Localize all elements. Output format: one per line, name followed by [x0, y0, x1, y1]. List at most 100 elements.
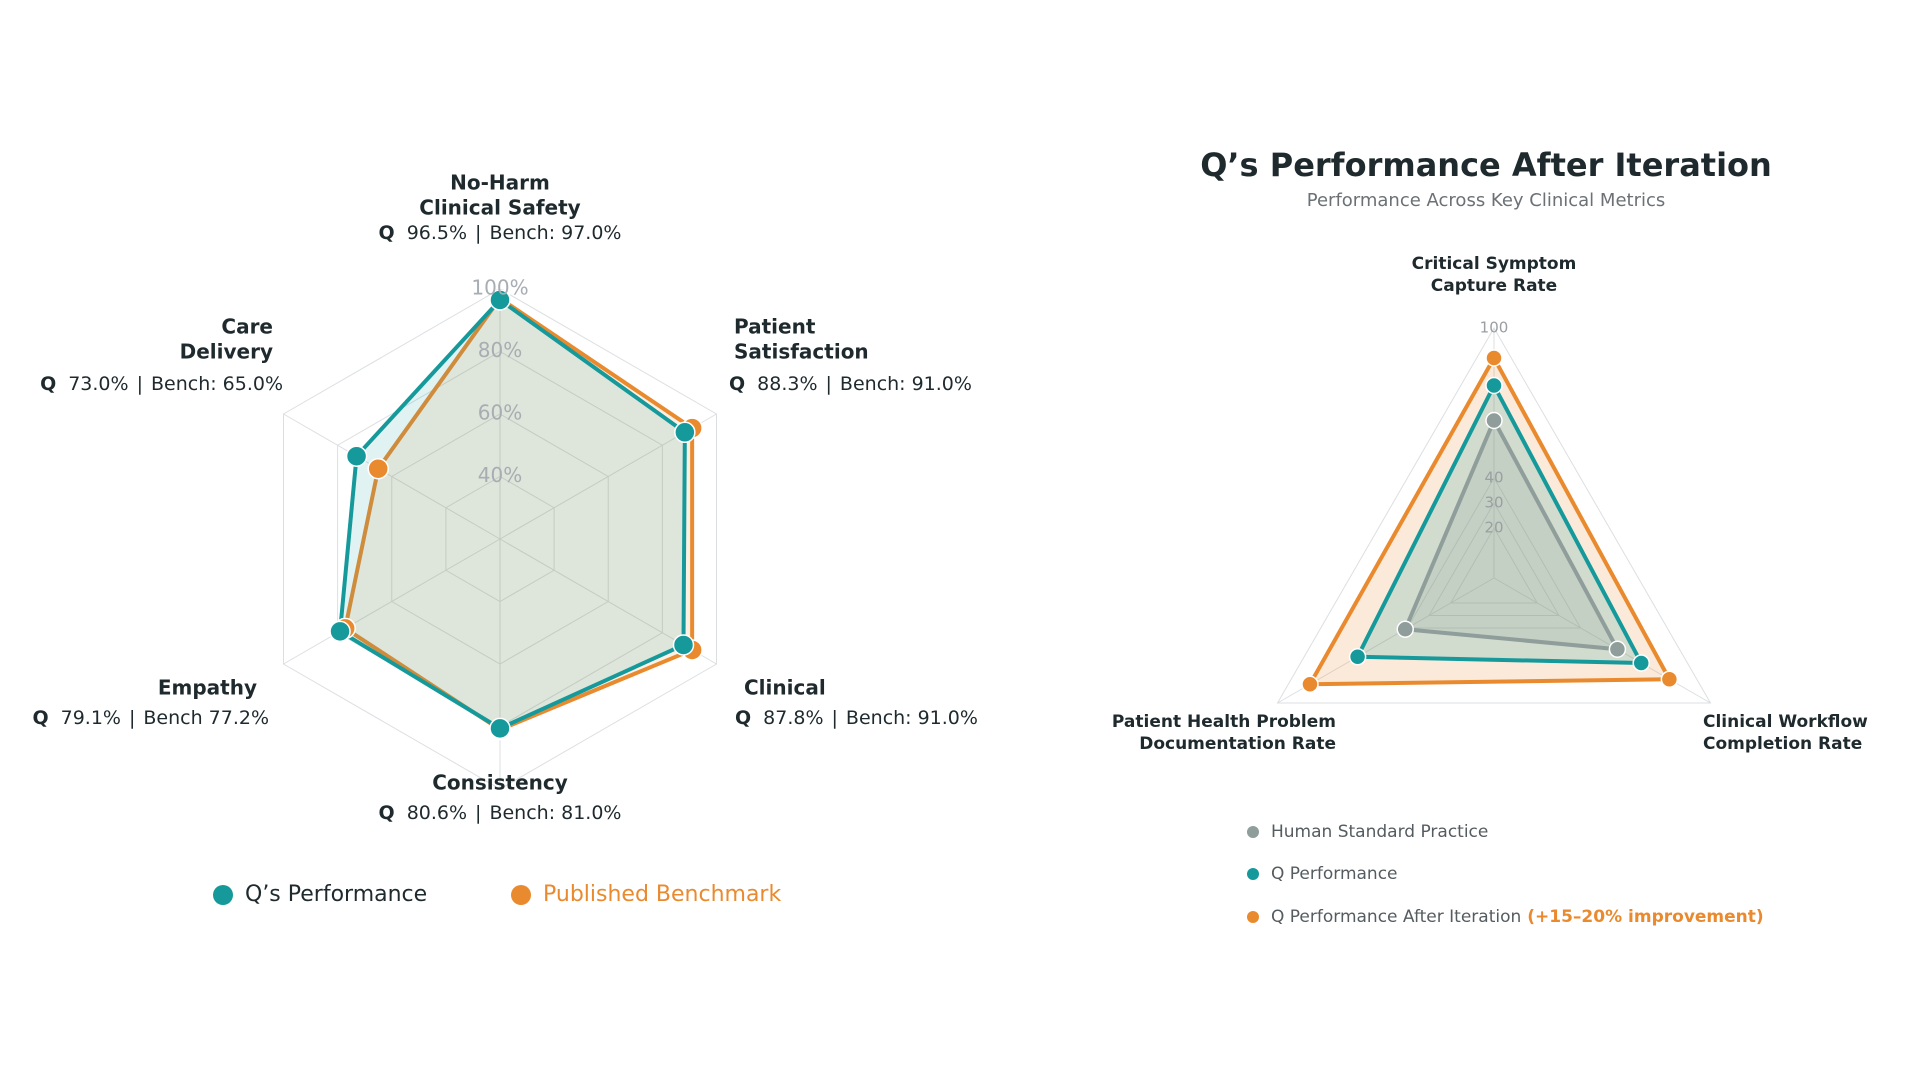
r-tick-label: 100	[1480, 319, 1509, 337]
legend-name: Q Performance	[1271, 864, 1398, 884]
grid-ring	[1276, 326, 1712, 704]
data-point	[1608, 640, 1627, 658]
category-label: Patient	[734, 315, 816, 339]
data-point	[1396, 620, 1414, 638]
data-point	[674, 421, 696, 444]
chart-subtitle: Performance Across Key Clinical Metrics	[1307, 190, 1666, 211]
legend-marker	[213, 885, 233, 905]
value-label-prefix: Q	[379, 222, 395, 244]
value-label-prefix: Bench	[143, 707, 202, 729]
data-point	[329, 620, 351, 643]
data-point	[489, 289, 511, 311]
data-point	[1632, 654, 1650, 672]
value-label-prefix: Bench:	[846, 707, 912, 729]
value-label-prefix: Bench:	[489, 802, 555, 824]
grid-ring	[1449, 526, 1539, 604]
data-point	[489, 717, 511, 740]
legend-marker	[511, 885, 531, 905]
r-tick-label: 100%	[471, 276, 528, 300]
data-point	[1348, 648, 1367, 666]
legend-label: Q Performance	[1271, 864, 1398, 884]
series-area	[1355, 383, 1644, 665]
data-point	[367, 457, 389, 480]
value-label: 73.0%	[68, 373, 128, 395]
category-label: Consistency	[432, 771, 568, 795]
legend-label: Q Performance After Iteration (+15–20% im…	[1271, 907, 1764, 927]
value-label-prefix: Q	[729, 373, 745, 395]
category-label: Documentation Rate	[1139, 734, 1336, 754]
value-label: 96.5%	[407, 222, 467, 244]
r-tick-label: 30	[1484, 494, 1503, 512]
value-label-line: Q 80.6% | Bench: 81.0%	[379, 802, 622, 824]
data-point	[1660, 670, 1679, 688]
category-label: Capture Rate	[1431, 276, 1557, 296]
value-label-prefix: Q	[379, 802, 395, 824]
legend-name: Published Benchmark	[543, 882, 781, 907]
data-point	[1301, 675, 1319, 693]
category-label: Clinical Workflow	[1703, 712, 1868, 732]
legend-name: Q’s Performance	[245, 882, 427, 907]
legend-marker	[1247, 868, 1259, 880]
value-label-line: Q 96.5% | Bench: 97.0%	[379, 222, 622, 244]
grid-ring	[1428, 501, 1560, 616]
grid-ring	[282, 288, 718, 790]
value-label: 87.8%	[763, 707, 823, 729]
value-label-prefix: Q	[32, 707, 48, 729]
grid-ring	[391, 413, 609, 665]
value-label-separator: |	[832, 707, 838, 729]
legend-note: (+15–20% improvement)	[1527, 907, 1763, 927]
value-label: 81.0%	[561, 802, 621, 824]
value-label: 91.0%	[918, 707, 978, 729]
legend-label: Human Standard Practice	[1271, 822, 1488, 842]
legend-name: Human Standard Practice	[1271, 822, 1488, 842]
data-point	[1485, 411, 1503, 430]
value-label: 97.0%	[561, 222, 621, 244]
r-tick-label: 80%	[478, 338, 522, 362]
legend-label: Published Benchmark	[543, 882, 781, 907]
value-label: 77.2%	[209, 707, 269, 729]
value-label-prefix: Bench:	[489, 222, 555, 244]
value-label: 91.0%	[912, 373, 972, 395]
value-label: 88.3%	[757, 373, 817, 395]
series-area	[1307, 356, 1672, 687]
radar-chart: Q’s Performance After Iteration Performan…	[1112, 146, 1868, 927]
r-tick-label: 60%	[478, 401, 522, 425]
category-label: Empathy	[158, 676, 257, 700]
category-label: Clinical	[744, 676, 826, 700]
value-label-separator: |	[129, 707, 135, 729]
value-label-prefix: Q	[735, 707, 751, 729]
grid-ring	[1406, 476, 1582, 629]
category-label: Care	[221, 315, 273, 339]
value-label: 65.0%	[223, 373, 283, 395]
value-label-prefix: Bench:	[840, 373, 906, 395]
legend-label: Q’s Performance	[245, 882, 427, 907]
data-point	[1485, 349, 1503, 367]
value-label: 79.1%	[61, 707, 121, 729]
r-tick-label: 40	[1484, 469, 1503, 487]
data-point	[672, 634, 695, 656]
data-point	[1485, 376, 1503, 395]
value-label-line: Q 88.3% | Bench: 91.0%	[729, 373, 972, 395]
value-label-prefix: Bench:	[151, 373, 217, 395]
category-label: Satisfaction	[734, 340, 869, 364]
value-label-line: Q 79.1% | Bench 77.2%	[32, 707, 269, 729]
value-label-separator: |	[826, 373, 832, 395]
category-label: Delivery	[180, 340, 273, 364]
value-label-separator: |	[475, 222, 481, 244]
value-label-separator: |	[475, 802, 481, 824]
category-label: Completion Rate	[1703, 734, 1862, 754]
category-label: Critical Symptom	[1412, 254, 1577, 274]
value-label: 80.6%	[407, 802, 467, 824]
category-label: No-Harm	[450, 171, 550, 195]
value-label-prefix: Q	[40, 373, 56, 395]
r-tick-label: 40%	[478, 463, 522, 487]
legend-name: Q Performance After Iteration	[1271, 907, 1521, 927]
chart-title: Q’s Performance After Iteration	[1200, 146, 1772, 184]
legend-marker	[1247, 911, 1259, 923]
value-label-separator: |	[137, 373, 143, 395]
series-area	[1403, 418, 1620, 652]
grid-ring	[445, 475, 555, 603]
r-tick-label: 20	[1484, 519, 1503, 537]
